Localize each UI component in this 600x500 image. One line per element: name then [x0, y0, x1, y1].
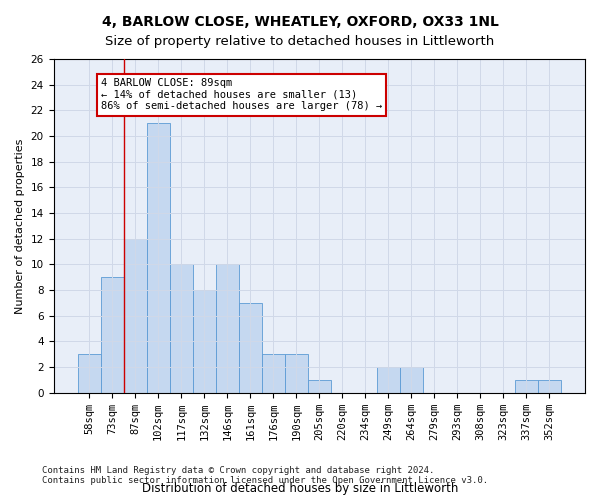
Bar [124, 238, 147, 393]
Bar [77, 354, 101, 393]
Bar [262, 354, 285, 393]
Bar [216, 264, 239, 393]
Bar [377, 367, 400, 393]
Bar [101, 277, 124, 393]
Bar [400, 367, 423, 393]
Text: Contains HM Land Registry data © Crown copyright and database right 2024.
Contai: Contains HM Land Registry data © Crown c… [42, 466, 488, 485]
Bar [515, 380, 538, 393]
Text: 4, BARLOW CLOSE, WHEATLEY, OXFORD, OX33 1NL: 4, BARLOW CLOSE, WHEATLEY, OXFORD, OX33 … [101, 15, 499, 29]
Text: Size of property relative to detached houses in Littleworth: Size of property relative to detached ho… [106, 35, 494, 48]
Y-axis label: Number of detached properties: Number of detached properties [15, 138, 25, 314]
Bar [147, 123, 170, 393]
Bar [239, 303, 262, 393]
Bar [285, 354, 308, 393]
Text: 4 BARLOW CLOSE: 89sqm
← 14% of detached houses are smaller (13)
86% of semi-deta: 4 BARLOW CLOSE: 89sqm ← 14% of detached … [101, 78, 382, 112]
Text: Distribution of detached houses by size in Littleworth: Distribution of detached houses by size … [142, 482, 458, 495]
Bar [193, 290, 216, 393]
Bar [538, 380, 561, 393]
Bar [308, 380, 331, 393]
Bar [170, 264, 193, 393]
